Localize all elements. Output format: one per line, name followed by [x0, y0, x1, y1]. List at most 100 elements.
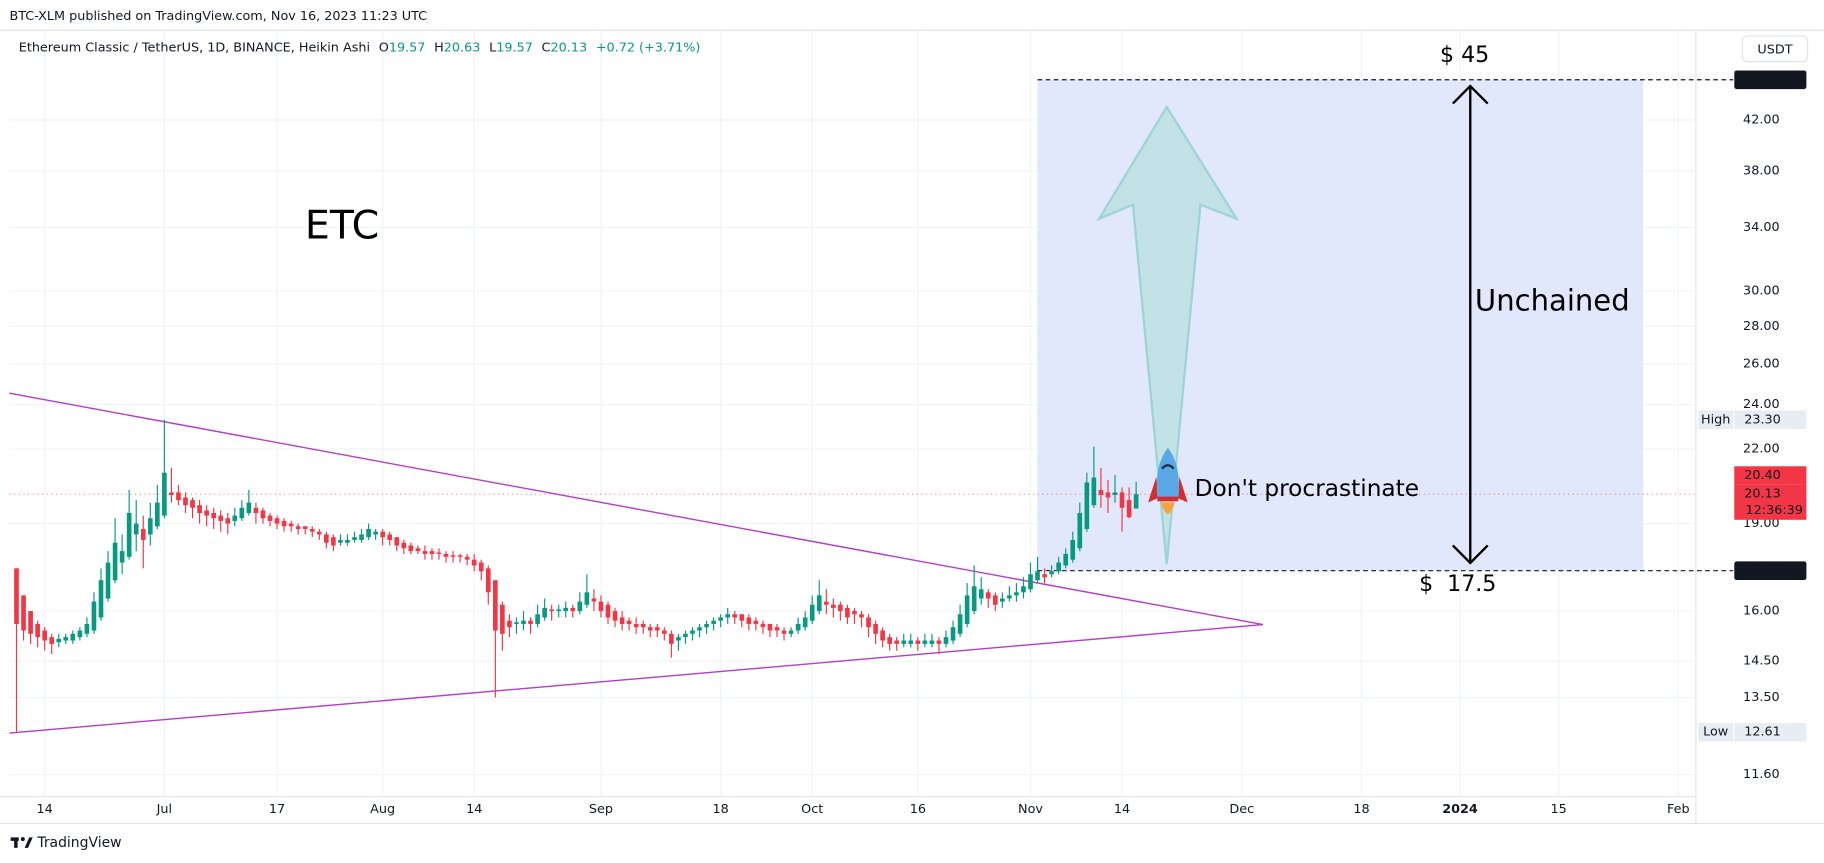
candle-body: [704, 623, 709, 628]
candle-body: [77, 630, 83, 638]
candle-body: [1105, 492, 1111, 498]
candle-body: [1091, 477, 1097, 506]
candle-body: [190, 500, 195, 508]
candle-body: [753, 620, 759, 624]
x-tick-label: Nov: [1018, 802, 1043, 817]
candle-body: [267, 515, 273, 521]
last-price-box: [1734, 484, 1807, 520]
candle-body: [1133, 494, 1139, 509]
candle-body: [950, 627, 956, 641]
price-tag: 20.40: [1744, 468, 1781, 483]
candle-body: [1028, 574, 1033, 590]
x-tick-label: Sep: [589, 802, 613, 817]
candle-body: [401, 542, 407, 549]
candle-body: [901, 640, 907, 644]
candle-body: [373, 531, 378, 535]
target-price-label-box: [1734, 70, 1807, 90]
last-price: 20.13: [1744, 487, 1781, 502]
candle-body: [831, 604, 836, 608]
candle-body: [943, 637, 949, 644]
candle-body: [429, 551, 435, 554]
countdown: 12:36:39: [1746, 503, 1803, 518]
x-tick-label: 14: [37, 802, 53, 817]
base-label: $ 17.5: [1419, 571, 1496, 597]
candle-body: [936, 640, 942, 644]
candle-body: [563, 607, 569, 612]
candle-body: [366, 528, 371, 538]
legend-key: O: [379, 40, 389, 55]
candle-body: [697, 627, 702, 631]
rocket-fin: [1177, 476, 1188, 503]
candle-body: [119, 551, 125, 563]
candle-body: [809, 604, 815, 621]
candle-body: [781, 630, 787, 634]
candle-body: [535, 614, 540, 624]
y-tick-label: 24.00: [1743, 397, 1780, 412]
base-price-label: 17.32: [1740, 563, 1780, 578]
candle-body: [260, 510, 266, 519]
range-arrow-head: [1452, 544, 1489, 565]
y-tick-label: 22.00: [1743, 441, 1780, 456]
candle-body: [690, 630, 695, 634]
candle-body: [767, 623, 773, 631]
candle-body: [978, 589, 984, 599]
candle-body: [598, 601, 604, 612]
candle-body: [14, 568, 19, 624]
candle-body: [725, 614, 731, 618]
candle-body: [591, 598, 597, 602]
candle-body: [676, 637, 681, 641]
candle-body: [788, 630, 794, 634]
candle-body: [112, 542, 118, 581]
candle-body: [577, 601, 583, 612]
symbol-title: Ethereum Classic / TetherUS, 1D, BINANCE…: [19, 40, 370, 55]
x-tick-label: 18: [713, 802, 729, 817]
target-label: $ 45: [1440, 42, 1489, 68]
candle-body: [845, 607, 850, 618]
y-tick-label: 13.50: [1743, 690, 1780, 705]
candle-body: [633, 623, 639, 628]
footer-logo: [10, 837, 33, 848]
currency-label[interactable]: USDT: [1757, 43, 1792, 58]
x-tick-label: 17: [269, 802, 285, 817]
candle-body: [1007, 595, 1012, 599]
candle-body: [859, 614, 864, 618]
candle-body: [1126, 500, 1132, 518]
candle-body: [1049, 571, 1054, 575]
candle-body: [500, 604, 505, 634]
candle-body: [197, 505, 202, 513]
candle-body: [683, 633, 688, 638]
candle-body: [239, 507, 245, 519]
legend-value: 19.57: [496, 40, 533, 55]
candle-body: [584, 592, 590, 605]
x-tick-label: 2024: [1442, 802, 1478, 817]
candle-body: [126, 512, 132, 557]
candle-body: [63, 637, 69, 641]
x-tick-label: 14: [466, 802, 482, 817]
candle-body: [549, 609, 554, 612]
legend-key: C: [542, 40, 551, 55]
high-value-box: [1734, 410, 1807, 430]
symbol-legend: Ethereum Classic / TetherUS, 1D, BINANCE…: [19, 40, 701, 55]
candle-body: [98, 580, 104, 618]
candle-body: [760, 623, 766, 628]
plot: ETC $ 45 $ 17.5 Unchained Don't procrastinat…: [9, 30, 1807, 817]
candle-body: [647, 627, 653, 631]
currency-button[interactable]: [1741, 35, 1809, 63]
candle-body: [338, 539, 343, 543]
projection-arrow: [1096, 104, 1240, 565]
candle-body: [493, 580, 498, 631]
candle-body: [49, 637, 55, 644]
price-tag-box: [1734, 466, 1807, 485]
candle-body: [84, 623, 90, 634]
candle-body: [380, 531, 385, 538]
candle-body: [873, 623, 878, 634]
candle-body: [204, 510, 209, 516]
candle-body: [457, 555, 463, 557]
candle-body: [246, 502, 252, 513]
logo-part: [14, 837, 18, 848]
candle-body: [521, 620, 526, 624]
candle-body: [669, 633, 674, 644]
candle-body: [1014, 592, 1019, 596]
y-tick-label: 14.50: [1743, 654, 1780, 669]
candle-body: [422, 551, 428, 554]
